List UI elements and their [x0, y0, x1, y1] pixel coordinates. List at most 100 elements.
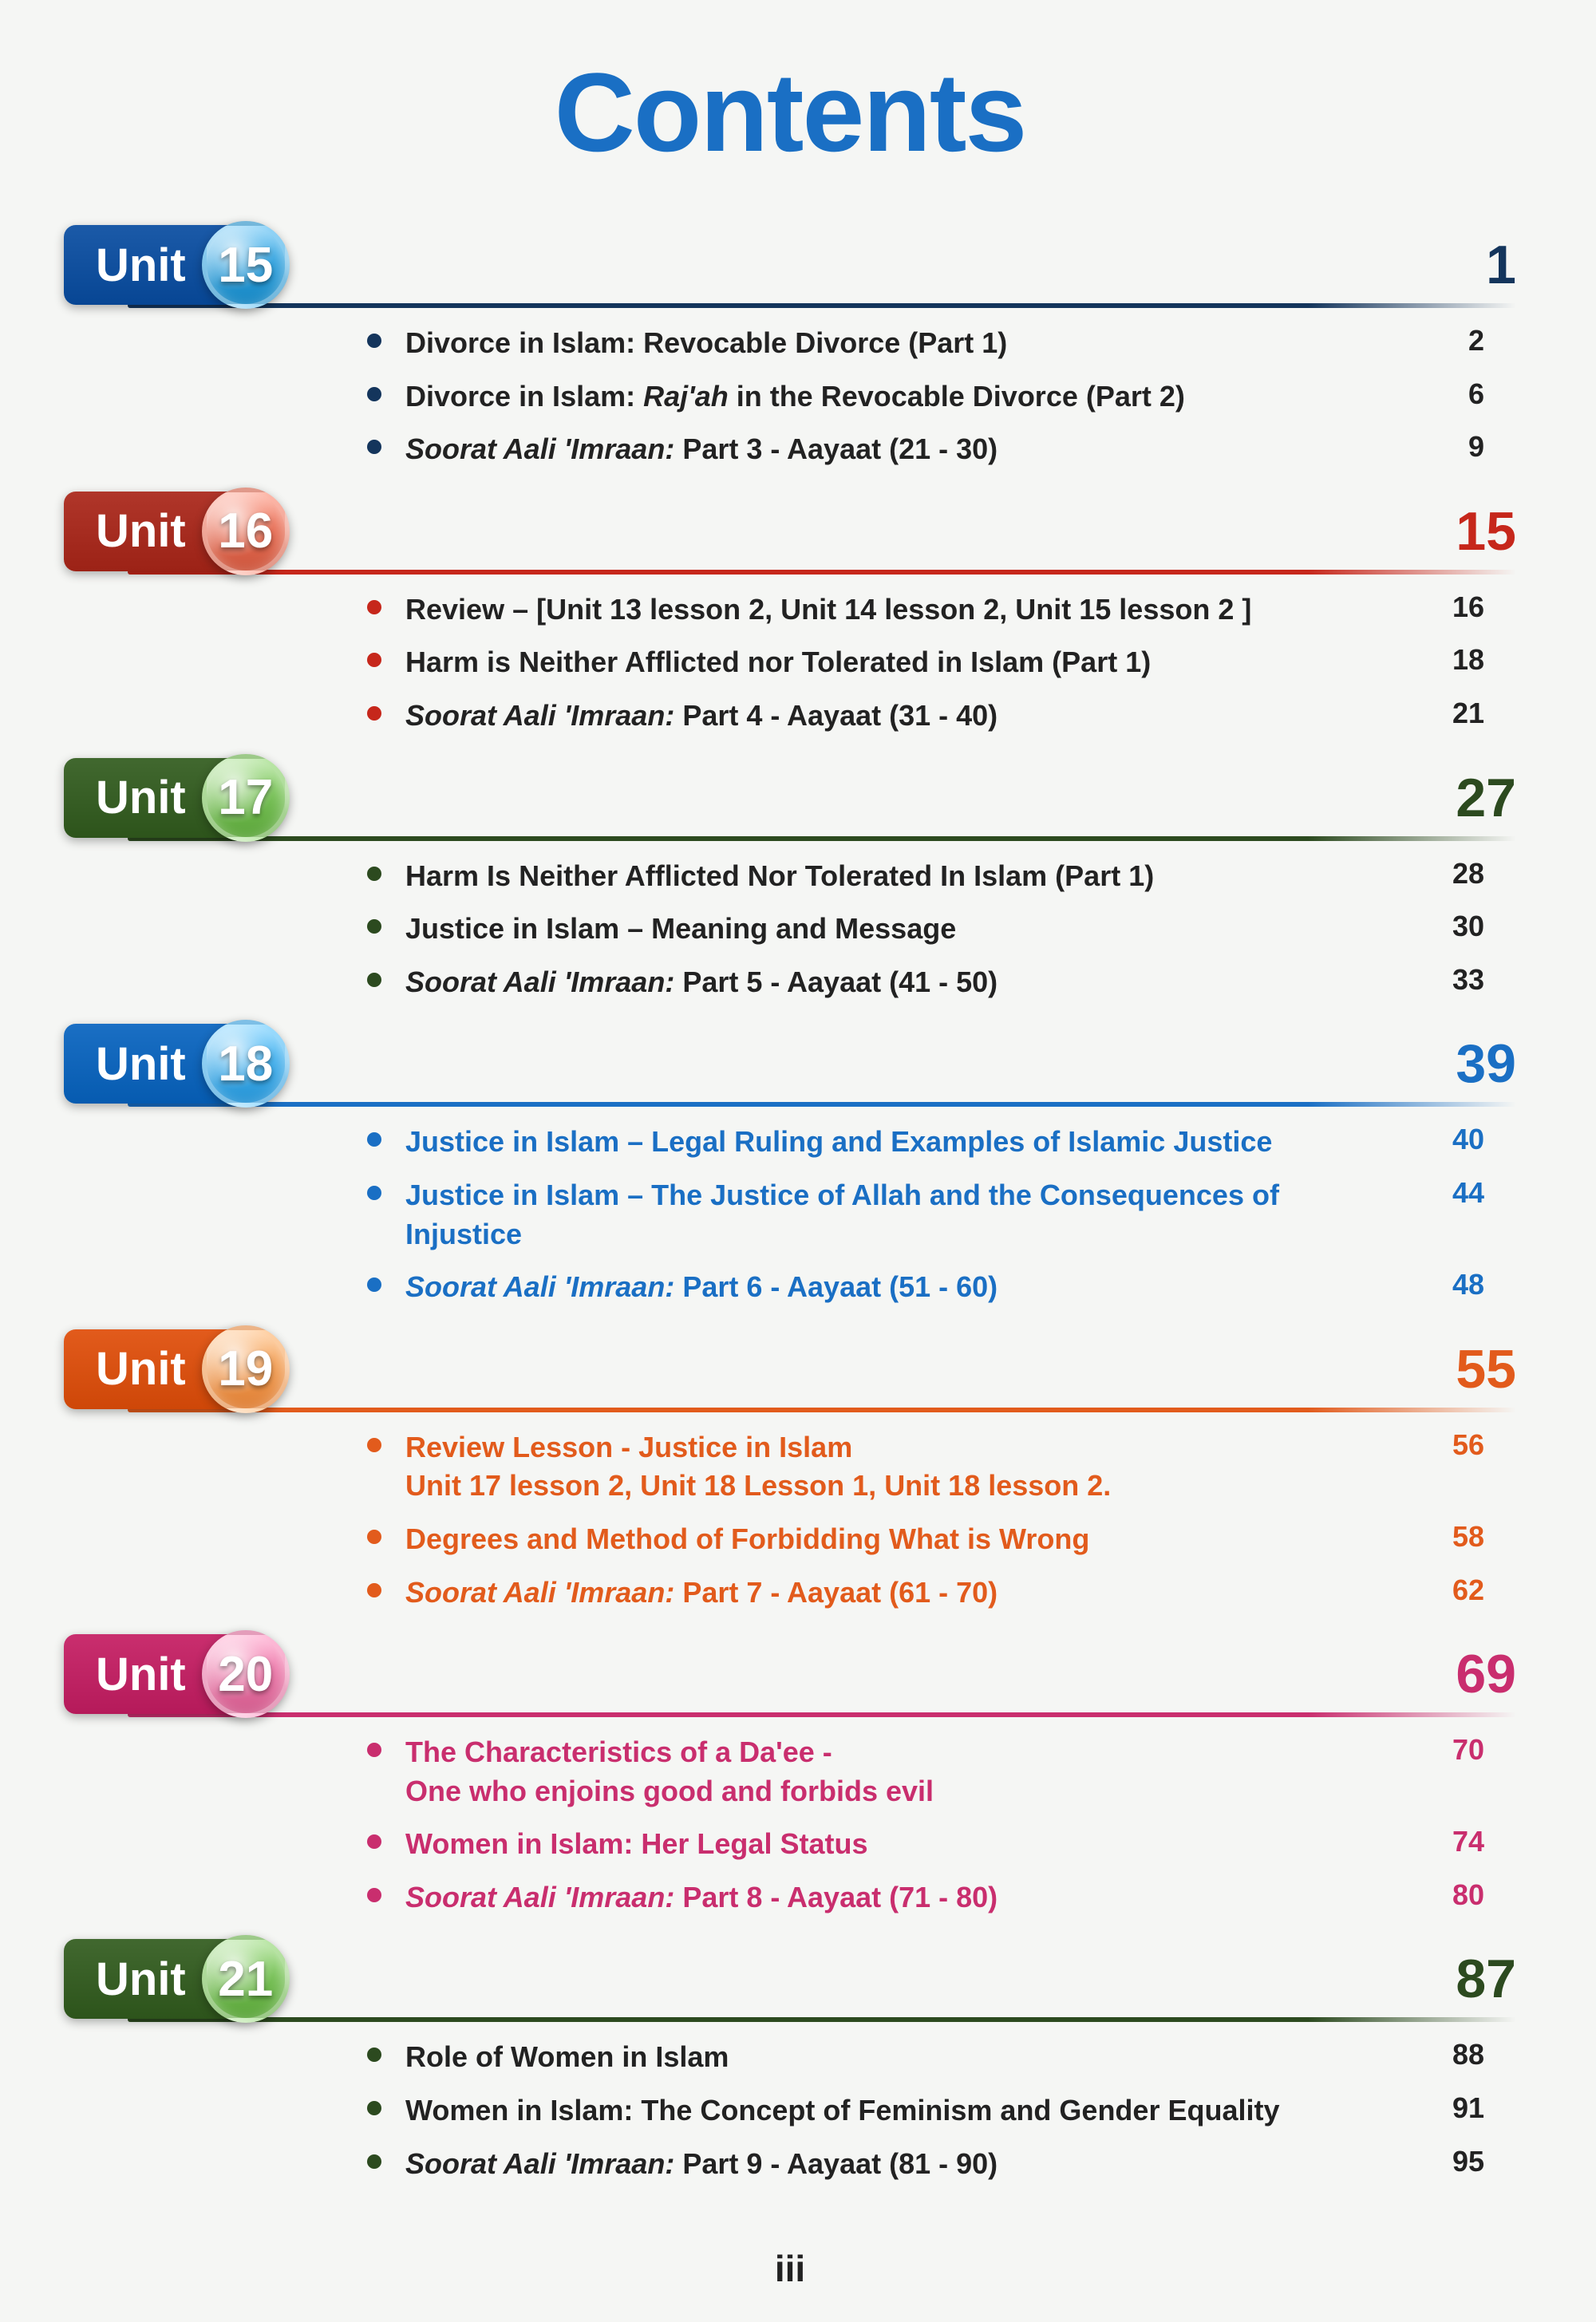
unit-number: 21	[218, 1951, 273, 2008]
unit-tab: Unit16	[64, 492, 282, 571]
bullet-icon	[367, 1277, 381, 1292]
bullet-icon	[367, 600, 381, 614]
lesson-row: Harm is Neither Afflicted nor Tolerated …	[367, 643, 1484, 682]
unit-number-circle: 19	[202, 1325, 290, 1413]
bullet-icon	[367, 1583, 381, 1597]
lesson-text: The Characteristics of a Da'ee -One who …	[405, 1733, 1396, 1811]
lesson-row: Harm Is Neither Afflicted Nor Tolerated …	[367, 857, 1484, 896]
unit-tab: Unit 18	[64, 1024, 282, 1104]
lessons-list: Justice in Islam – Legal Ruling and Exam…	[64, 1123, 1516, 1306]
lesson-text: Harm Is Neither Afflicted Nor Tolerated …	[405, 857, 1396, 896]
bullet-icon	[367, 1132, 381, 1147]
unit-block: Unit1955Review Lesson - Justice in Islam…	[64, 1321, 1516, 1612]
lesson-row: Soorat Aali 'Imraan: Part 5 - Aayaat (41…	[367, 963, 1484, 1002]
unit-number: 15	[218, 237, 273, 294]
lesson-row: Justice in Islam – The Justice of Allah …	[367, 1176, 1484, 1254]
lessons-list: Role of Women in Islam88Women in Islam: …	[64, 2038, 1516, 2183]
bullet-icon	[367, 1834, 381, 1849]
unit-tab: Unit20	[64, 1634, 282, 1714]
lesson-page: 58	[1420, 1520, 1484, 1554]
bullet-icon	[367, 919, 381, 934]
unit-number: 17	[218, 769, 273, 826]
lesson-row: Women in Islam: The Concept of Feminism …	[367, 2091, 1484, 2130]
unit-page: 55	[1456, 1338, 1516, 1400]
unit-block: Unit 21 87 Role of Women in Islam88Women in…	[64, 1931, 1516, 2183]
lesson-text: Review – [Unit 13 lesson 2, Unit 14 less…	[405, 590, 1396, 630]
lesson-text: Role of Women in Islam	[405, 2038, 1396, 2077]
unit-number: 18	[218, 1036, 273, 1092]
unit-header: Unit20 69	[64, 1626, 1516, 1722]
lesson-page: 18	[1420, 643, 1484, 677]
unit-block: Unit1839Justice in Islam – Legal Ruling …	[64, 1016, 1516, 1306]
lesson-page: 80	[1420, 1878, 1484, 1912]
unit-label: Unit	[96, 1953, 186, 2006]
lessons-list: Divorce in Islam: Revocable Divorce (Par…	[64, 324, 1516, 469]
lesson-text: Divorce in Islam: Raj'ah in the Revocabl…	[405, 377, 1396, 417]
lesson-row: The Characteristics of a Da'ee -One who …	[367, 1733, 1484, 1811]
unit-tab: Unit 15	[64, 225, 282, 305]
lesson-row: Soorat Aali 'Imraan: Part 7 - Aayaat (61…	[367, 1574, 1484, 1613]
unit-block: Unit151Divorce in Islam: Revocable Divor…	[64, 217, 1516, 469]
lesson-text: Soorat Aali 'Imraan: Part 8 - Aayaat (71…	[405, 1878, 1396, 1917]
unit-page: 87	[1456, 1948, 1516, 2010]
lesson-text: Soorat Aali 'Imraan: Part 4 - Aayaat (31…	[405, 697, 1396, 736]
lesson-page: 30	[1420, 910, 1484, 943]
unit-number-circle: 15	[202, 221, 290, 309]
bullet-icon	[367, 2154, 381, 2169]
unit-number-circle: 16	[202, 488, 290, 575]
lesson-text: Justice in Islam – Legal Ruling and Exam…	[405, 1123, 1396, 1162]
bullet-icon	[367, 1530, 381, 1544]
bullet-icon	[367, 1186, 381, 1200]
bullet-icon	[367, 706, 381, 721]
lesson-page: 70	[1420, 1733, 1484, 1767]
lesson-text: Women in Islam: Her Legal Status	[405, 1825, 1396, 1864]
lesson-text: Divorce in Islam: Revocable Divorce (Par…	[405, 324, 1396, 363]
unit-header: Unit16 15	[64, 484, 1516, 579]
lesson-row: Soorat Aali 'Imraan: Part 6 - Aayaat (51…	[367, 1268, 1484, 1307]
lesson-text: Degrees and Method of Forbidding What is…	[405, 1520, 1396, 1559]
unit-header: Unit151	[64, 217, 1516, 313]
lessons-list: The Characteristics of a Da'ee -One who …	[64, 1733, 1516, 1917]
lesson-page: 44	[1420, 1176, 1484, 1210]
unit-number-circle: 21	[202, 1935, 290, 2023]
unit-label: Unit	[96, 239, 186, 292]
lesson-page: 95	[1420, 2145, 1484, 2178]
bullet-icon	[367, 867, 381, 881]
bullet-icon	[367, 334, 381, 348]
lesson-text: Soorat Aali 'Imraan: Part 9 - Aayaat (81…	[405, 2145, 1396, 2184]
page-title: Contents	[64, 48, 1516, 177]
lesson-text: Soorat Aali 'Imraan: Part 3 - Aayaat (21…	[405, 430, 1396, 469]
unit-label: Unit	[96, 1037, 186, 1091]
lesson-page: 6	[1420, 377, 1484, 411]
lessons-list: Harm Is Neither Afflicted Nor Tolerated …	[64, 857, 1516, 1002]
unit-page: 69	[1456, 1643, 1516, 1705]
lesson-page: 2	[1420, 324, 1484, 357]
lesson-row: Soorat Aali 'Imraan: Part 4 - Aayaat (31…	[367, 697, 1484, 736]
lessons-list: Review – [Unit 13 lesson 2, Unit 14 less…	[64, 590, 1516, 736]
unit-page: 15	[1456, 500, 1516, 563]
unit-label: Unit	[96, 771, 186, 824]
bullet-icon	[367, 973, 381, 987]
bullet-icon	[367, 2101, 381, 2115]
lesson-row: Women in Islam: Her Legal Status74	[367, 1825, 1484, 1864]
lesson-page: 91	[1420, 2091, 1484, 2125]
lesson-row: Divorce in Islam: Raj'ah in the Revocabl…	[367, 377, 1484, 417]
unit-number-circle: 20	[202, 1630, 290, 1718]
bullet-icon	[367, 387, 381, 401]
bullet-icon	[367, 440, 381, 454]
unit-header: Unit1955	[64, 1321, 1516, 1417]
lesson-page: 56	[1420, 1428, 1484, 1462]
bullet-icon	[367, 653, 381, 667]
unit-header: Unit1839	[64, 1016, 1516, 1112]
unit-block: Unit20 69 The Characteristics of a Da'ee -…	[64, 1626, 1516, 1917]
lesson-text: Soorat Aali 'Imraan: Part 6 - Aayaat (51…	[405, 1268, 1396, 1307]
lesson-text: Review Lesson - Justice in IslamUnit 17 …	[405, 1428, 1396, 1506]
page-folio: iii	[64, 2247, 1516, 2290]
unit-page: 27	[1456, 767, 1516, 829]
lesson-page: 62	[1420, 1574, 1484, 1607]
lesson-text: Soorat Aali 'Imraan: Part 5 - Aayaat (41…	[405, 963, 1396, 1002]
unit-tab: Unit 17	[64, 758, 282, 838]
lesson-page: 33	[1420, 963, 1484, 997]
lesson-text: Justice in Islam – Meaning and Message	[405, 910, 1396, 949]
lesson-row: Review Lesson - Justice in IslamUnit 17 …	[367, 1428, 1484, 1506]
